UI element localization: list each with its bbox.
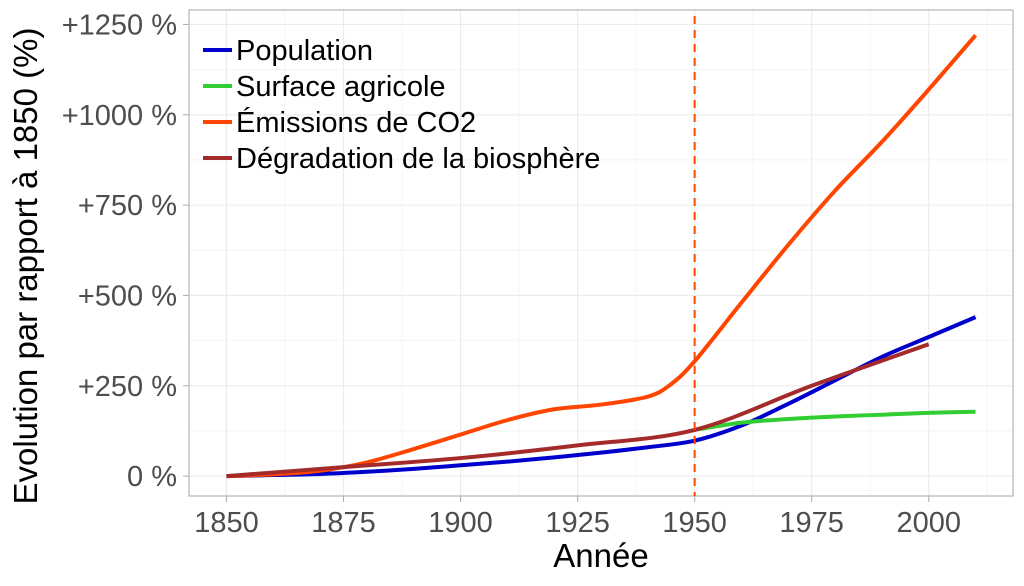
series-line-emissions-de-co2 [226, 33, 978, 479]
series-line-surface-agricole [694, 409, 976, 432]
x-tick-label: 1925 [545, 507, 610, 539]
x-tick-label: 1850 [194, 507, 259, 539]
y-tick-label: +250 % [78, 371, 177, 403]
y-tick-label: +500 % [78, 280, 177, 312]
y-tick-label: +750 % [78, 190, 177, 222]
minor-gridlines [189, 10, 1013, 496]
y-tick-label: 0 % [127, 461, 177, 493]
series-lines [226, 33, 978, 479]
major-gridlines [189, 10, 1013, 496]
series-line-degradation-de-la-biosphere [226, 342, 930, 479]
x-tick-label: 1875 [311, 507, 376, 539]
x-axis-title: Année [553, 537, 648, 574]
x-axis: 1850 1875 1900 1925 1950 1975 2000 [194, 496, 961, 539]
x-tick-label: 1950 [662, 507, 727, 539]
x-tick-label: 1975 [779, 507, 844, 539]
legend-label-degradation-de-la-biosphere: Dégradation de la biosphère [236, 143, 600, 175]
legend-label-emissions-de-co2: Émissions de CO2 [236, 106, 476, 139]
y-axis: 0 % +250 % +500 % +750 % +1000 % +1250 % [62, 9, 189, 493]
y-tick-label: +1250 % [62, 9, 177, 41]
y-tick-label: +1000 % [62, 100, 177, 132]
legend-label-surface-agricole: Surface agricole [236, 71, 446, 103]
x-tick-label: 2000 [896, 507, 961, 539]
plot-panel-border [188, 9, 1014, 497]
legend-label-population: Population [236, 35, 373, 67]
x-tick-label: 1900 [428, 507, 493, 539]
y-axis-title: Evolution par rapport à 1850 (%) [7, 28, 44, 505]
